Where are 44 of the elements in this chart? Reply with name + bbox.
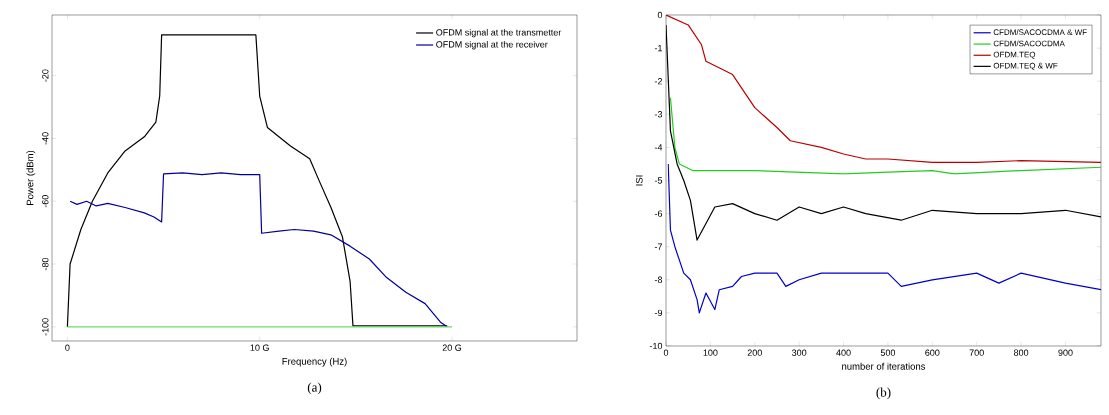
x-tick-label: 700	[969, 349, 984, 356]
x-axis-title: number of iterations	[842, 362, 926, 370]
x-tick-label: 100	[703, 349, 718, 356]
x-tick-label: 600	[925, 349, 940, 356]
y-tick-label: -20	[42, 69, 49, 82]
legend-label: OFDM signal at the transmetter	[436, 28, 562, 38]
y-tick-label: -60	[42, 195, 49, 208]
y-tick-label: -6	[654, 210, 663, 217]
x-tick-label: 10 G	[250, 344, 269, 351]
line-series	[669, 97, 1101, 175]
y-tick-label: 0	[657, 11, 663, 19]
legend-label: OFDM signal at the receiver	[436, 40, 548, 50]
y-tick-label: -2	[654, 78, 663, 85]
x-tick-label: 300	[791, 349, 807, 356]
line-series	[69, 172, 448, 328]
x-tick-label: 0	[663, 349, 669, 356]
y-axis-title: Power (dBm)	[26, 150, 36, 205]
legend-label: OFDM.TEQ	[993, 51, 1036, 59]
x-tick-label: 200	[747, 349, 762, 356]
y-axis-title: ISI	[635, 175, 643, 186]
y-tick-label: -9	[654, 309, 663, 317]
y-tick-label: -5	[654, 177, 663, 184]
text: (b)	[876, 387, 891, 400]
x-tick-label: 400	[836, 349, 851, 356]
y-tick-label: -4	[654, 144, 663, 151]
y-tick-label: -80	[42, 257, 49, 271]
y-tick-label: -1	[654, 45, 663, 52]
x-tick-label: 900	[1058, 349, 1073, 356]
y-tick-label: -40	[42, 132, 49, 145]
legend-label: OFDM.TEQ & WF	[993, 62, 1058, 70]
legend-label: CFDM/SACOCDMA	[993, 40, 1065, 47]
y-tick-label: -8	[654, 276, 663, 283]
line-series	[666, 15, 1101, 163]
x-axis-title: Frequency (Hz)	[282, 357, 347, 367]
x-tick-label: 800	[1013, 349, 1029, 356]
y-tick-label: -10	[649, 342, 663, 350]
x-tick-label: 500	[880, 349, 896, 356]
y-tick-label: -100	[42, 318, 49, 336]
legend-label: CFDM/SACOCDMA & WF	[993, 29, 1087, 35]
text: (a)	[307, 382, 322, 395]
x-tick-label: 0	[65, 344, 70, 351]
y-tick-label: -3	[654, 111, 663, 118]
x-tick-label: 20 G	[442, 344, 462, 351]
y-tick-label: -7	[654, 243, 663, 250]
